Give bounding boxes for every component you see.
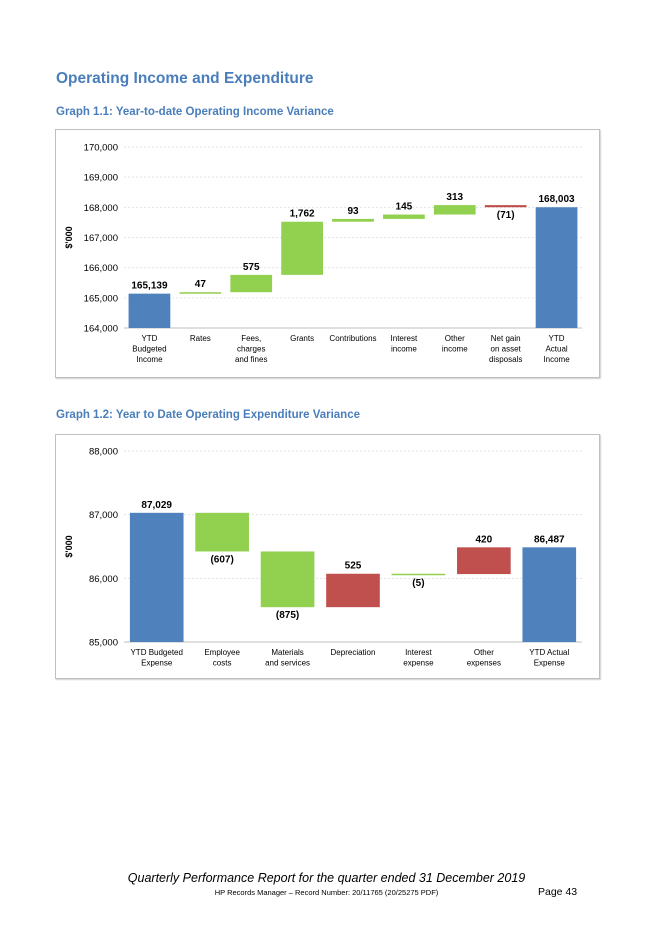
data-label: 1,762 <box>290 209 315 220</box>
category-label: Other <box>445 334 465 343</box>
waterfall-bar <box>457 547 511 575</box>
y-tick-label: 169,000 <box>84 173 118 184</box>
category-label: Grants <box>290 334 314 343</box>
data-label: 145 <box>396 202 413 213</box>
y-tick-label: 164,000 <box>84 324 118 335</box>
category-label: and services <box>265 659 310 668</box>
y-tick-label: 170,000 <box>84 143 118 154</box>
graph1-panel: 164,000 165,000 166,000 167,000 168,000 169,0… <box>55 129 600 378</box>
data-label: 313 <box>446 192 463 203</box>
category-label: Expense <box>141 659 173 668</box>
y-tick-label: 87,000 <box>89 510 118 521</box>
category-label: Net gain <box>491 334 521 343</box>
category-label: Employee <box>204 648 240 657</box>
waterfall-bar <box>281 221 323 275</box>
category-label: charges <box>237 345 265 354</box>
data-label: (607) <box>210 554 233 565</box>
category-label: Expense <box>534 659 566 668</box>
waterfall-bar <box>129 512 184 642</box>
graph2-panel: 85,000 86,000 87,000 88,000 $'000 87,029 YTD B… <box>55 434 600 679</box>
y-tick-label: 166,000 <box>84 263 118 274</box>
expenditure-variance-chart: 85,000 86,000 87,000 88,000 $'000 87,029 YTD B… <box>64 447 582 668</box>
category-label: expense <box>403 659 434 668</box>
data-label: 575 <box>243 262 260 273</box>
category-label: expenses <box>467 659 501 668</box>
y-axis-label: $'000 <box>64 535 74 557</box>
waterfall-bar <box>195 512 249 552</box>
category-label: Interest <box>405 648 432 657</box>
waterfall-bar <box>332 218 374 222</box>
category-label: Budgeted <box>132 345 166 354</box>
category-label: on asset <box>491 345 522 354</box>
waterfall-bar <box>128 293 171 328</box>
y-tick-label: 168,000 <box>84 203 118 214</box>
data-label: 168,003 <box>538 194 575 205</box>
category-label: income <box>442 345 468 354</box>
category-label: costs <box>213 659 232 668</box>
data-label: 420 <box>476 534 493 545</box>
category-label: disposals <box>489 355 522 364</box>
data-label: (5) <box>412 578 424 589</box>
income-variance-chart: 164,000 165,000 166,000 167,000 168,000 169,0… <box>64 143 582 364</box>
category-label: YTD <box>549 334 565 343</box>
y-tick-label: 85,000 <box>89 638 118 649</box>
waterfall-bar <box>522 547 577 642</box>
category-label: Actual <box>545 345 567 354</box>
page-number: Page 43 <box>538 886 578 898</box>
data-label: 525 <box>345 561 362 572</box>
data-label: 93 <box>347 206 359 217</box>
category-label: YTD Budgeted <box>130 648 182 657</box>
category-label: Depreciation <box>331 648 376 657</box>
category-label: YTD <box>141 334 157 343</box>
y-tick-label: 86,000 <box>89 574 118 585</box>
section-heading: Operating Income and Expenditure <box>56 70 314 87</box>
category-label: Fees, <box>241 334 261 343</box>
category-label: Rates <box>190 334 211 343</box>
footer-record-number: HP Records Manager – Record Number: 20/1… <box>214 888 439 897</box>
category-label: YTD Actual <box>529 648 569 657</box>
waterfall-bar <box>391 573 446 576</box>
waterfall-bar <box>484 205 527 208</box>
category-label: Interest <box>391 334 418 343</box>
data-label: 86,487 <box>534 534 565 545</box>
graph1-title: Graph 1.1: Year-to-date Operating Income… <box>56 106 334 118</box>
waterfall-bar <box>179 292 222 294</box>
waterfall-bar <box>260 551 315 608</box>
y-axis-label: $'000 <box>64 226 74 248</box>
y-tick-label: 165,000 <box>84 293 118 304</box>
category-label: Income <box>543 355 570 364</box>
data-label: (875) <box>276 610 299 621</box>
y-tick-label: 88,000 <box>89 447 118 458</box>
category-label: Contributions <box>329 334 376 343</box>
waterfall-bar <box>433 205 476 215</box>
data-label: (71) <box>497 210 515 221</box>
data-label: 87,029 <box>141 500 172 511</box>
category-label: income <box>391 345 417 354</box>
waterfall-bar <box>230 274 273 293</box>
category-label: Other <box>474 648 494 657</box>
category-label: Materials <box>271 648 303 657</box>
graph2-title: Graph 1.2: Year to Date Operating Expend… <box>56 409 361 421</box>
data-label: 165,139 <box>131 281 168 292</box>
waterfall-bar <box>383 214 425 219</box>
y-tick-label: 167,000 <box>84 233 118 244</box>
footer-report-title: Quarterly Performance Report for the qua… <box>127 871 526 885</box>
waterfall-bar <box>326 573 380 608</box>
waterfall-bar <box>535 207 578 328</box>
category-label: Income <box>136 355 163 364</box>
data-label: 47 <box>195 279 207 290</box>
category-label: and fines <box>235 355 267 364</box>
